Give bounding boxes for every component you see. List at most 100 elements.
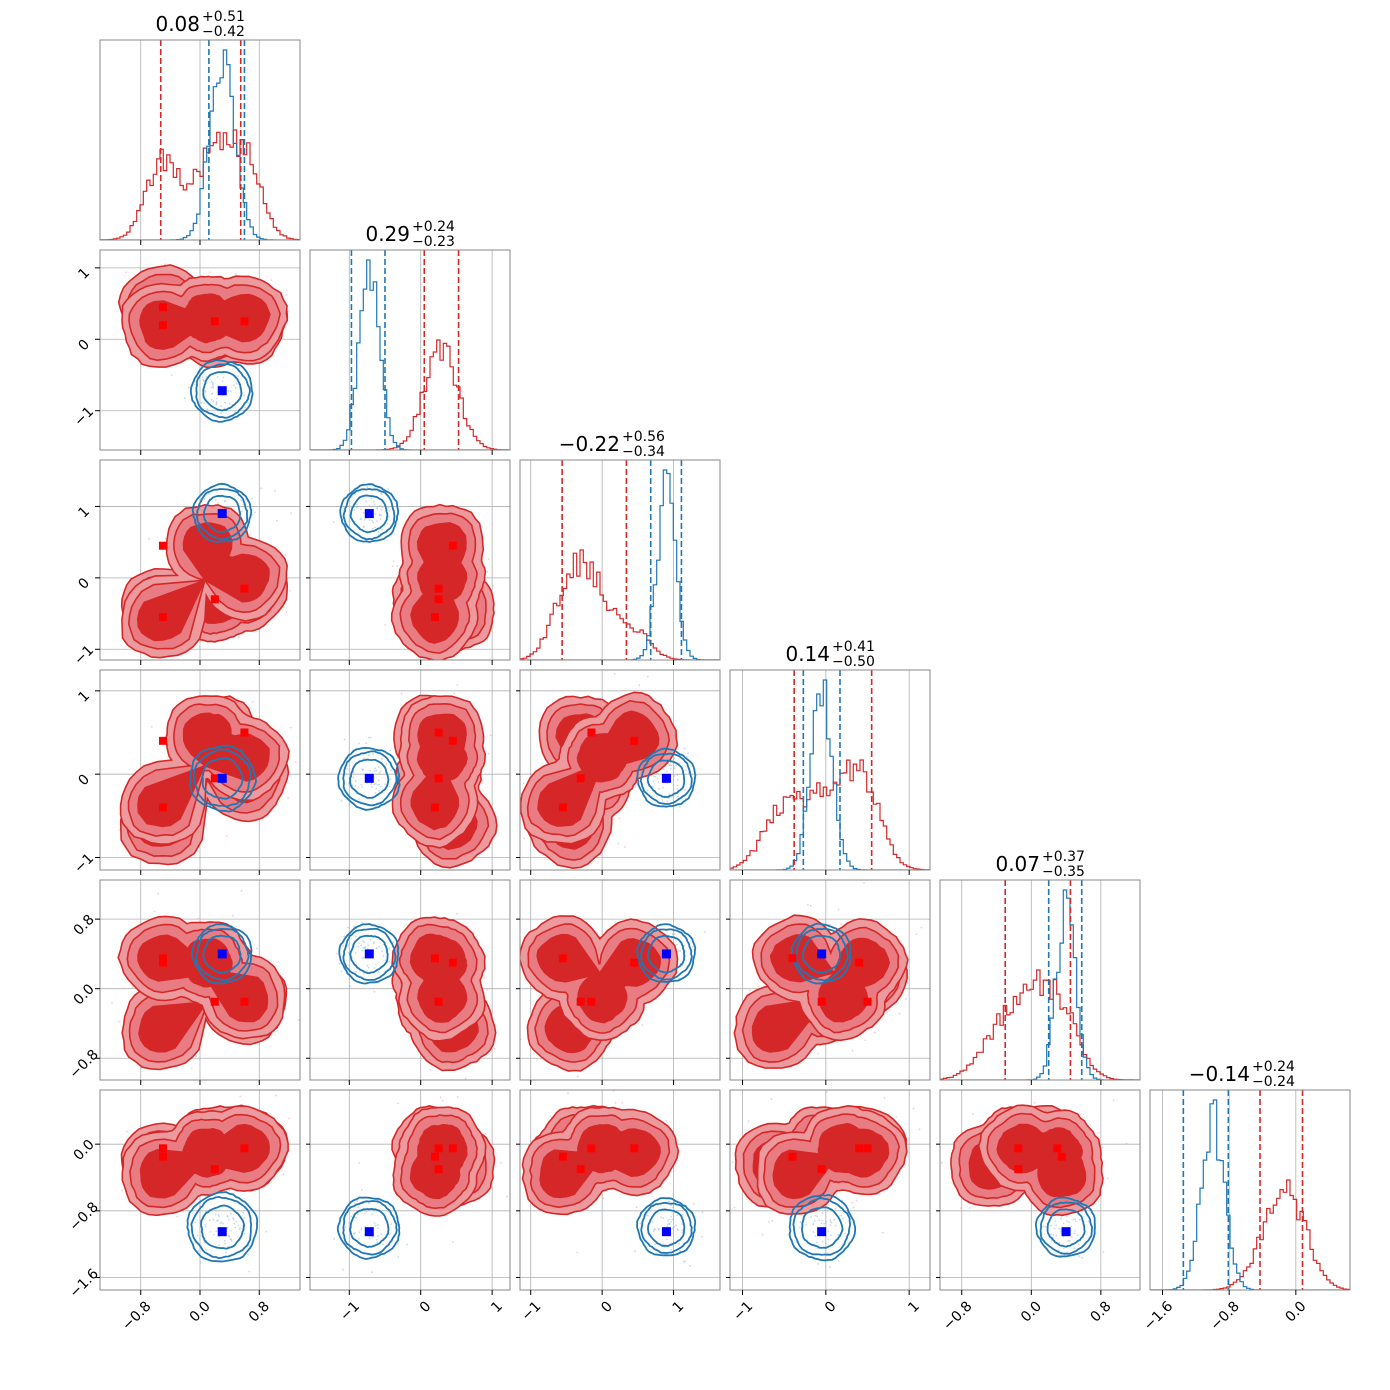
sample-point-blue <box>371 786 373 788</box>
sample-point-blue <box>1073 1247 1076 1249</box>
sample-point-blue <box>667 1220 669 1222</box>
sample-point-blue <box>828 923 831 926</box>
sample-point-blue <box>388 960 390 963</box>
sample-point-blue <box>355 970 357 973</box>
sample-point-red <box>121 1189 123 1192</box>
sample-point-blue <box>354 785 356 787</box>
truth-marker-red <box>210 1165 219 1174</box>
truth-marker-red <box>434 1144 443 1153</box>
sample-point-blue <box>215 401 218 403</box>
sample-point-blue <box>380 1233 383 1236</box>
sample-point-blue <box>247 402 249 404</box>
sample-point-blue <box>224 1242 226 1245</box>
sample-point-blue <box>1077 1243 1080 1246</box>
joint-panel-5-2 <box>306 879 511 1085</box>
panel-frame <box>729 879 931 1081</box>
panel-content <box>520 1090 720 1290</box>
sample-point-blue <box>235 382 238 385</box>
contour-blue-3 <box>188 744 257 813</box>
panel-frame <box>519 459 721 661</box>
histogram-red <box>100 129 300 240</box>
sample-point-blue <box>208 1219 211 1222</box>
sample-point-blue <box>375 787 377 790</box>
sample-point-blue <box>672 1206 674 1209</box>
truth-marker-red <box>431 954 439 963</box>
contour-blue-1 <box>202 934 242 974</box>
sample-point-blue <box>342 1268 344 1271</box>
title-plus: +0.41 <box>832 639 875 655</box>
sample-point-blue <box>388 510 391 512</box>
sample-point-blue <box>652 775 655 778</box>
sample-point-blue <box>382 1243 385 1246</box>
sample-point-blue <box>666 1238 668 1241</box>
sample-point-blue <box>681 964 684 967</box>
sample-point-blue <box>251 497 254 500</box>
sample-point-blue <box>228 1218 230 1221</box>
sample-point-red <box>851 1049 854 1052</box>
sample-point-blue <box>662 768 664 771</box>
sample-point-blue <box>810 1216 813 1218</box>
sample-point-blue <box>377 1235 379 1237</box>
truth-marker-red <box>158 1152 167 1161</box>
sample-point-blue <box>218 1244 220 1246</box>
sample-point-red <box>506 1195 508 1198</box>
sample-point-blue <box>254 511 256 514</box>
sample-point-blue <box>681 1223 684 1226</box>
sample-point-blue <box>348 803 351 806</box>
sample-point-blue <box>374 791 377 794</box>
contour-blue-1 <box>1046 1208 1086 1248</box>
sample-point-blue <box>814 1235 817 1237</box>
sample-point-blue <box>375 947 378 950</box>
sample-point-red <box>1102 1146 1104 1149</box>
sample-point-red <box>456 684 459 686</box>
sample-point-blue <box>365 500 367 503</box>
sample-point-blue <box>1074 1218 1077 1220</box>
sample-point-blue <box>358 942 361 945</box>
sample-point-blue <box>365 742 368 745</box>
sample-point-red <box>733 1206 736 1209</box>
sample-point-blue <box>343 738 346 741</box>
sample-point-blue <box>1062 1247 1065 1250</box>
contour-blue-2 <box>640 928 693 981</box>
sample-point-blue <box>343 935 346 938</box>
truth-marker-red <box>630 736 639 745</box>
sample-point-red <box>618 817 621 820</box>
sample-point-red <box>285 293 288 296</box>
sample-point-blue <box>375 769 378 772</box>
x-tick-label: 0.0 <box>187 1298 214 1325</box>
sample-point-blue <box>204 1223 207 1226</box>
sample-point-blue <box>681 1231 684 1234</box>
truth-marker-red <box>210 997 219 1006</box>
sample-point-blue <box>837 1260 840 1262</box>
y-tick-label: 0.8 <box>71 912 98 939</box>
joint-panel-6-1: −0.8 0.0 0.8 −1.6 −0.8 0.0 <box>67 1089 301 1334</box>
sample-point-red <box>242 664 244 666</box>
sample-point-blue <box>362 973 365 975</box>
sample-point-blue <box>367 966 370 969</box>
sample-point-blue <box>1060 1253 1063 1256</box>
sample-point-blue <box>211 381 214 384</box>
sample-point-red <box>164 263 166 266</box>
sample-point-blue <box>244 499 247 501</box>
sample-point-blue <box>379 785 382 788</box>
x-tick-label: −0.8 <box>940 1298 975 1333</box>
truth-marker-red <box>434 728 443 737</box>
sample-point-blue <box>387 488 390 490</box>
contour-blue-1 <box>349 494 389 534</box>
sample-point-red <box>487 558 490 560</box>
sample-point-blue <box>211 392 214 395</box>
sample-point-blue <box>340 970 343 972</box>
contour-blue-2 <box>195 927 250 982</box>
sample-point-blue <box>198 1237 201 1240</box>
sample-point-blue <box>196 1234 199 1237</box>
contour-blue-1 <box>200 1204 246 1250</box>
y-tick-label: 0 <box>75 575 93 593</box>
truth-marker-red <box>210 595 219 604</box>
contour-red-inner <box>996 1123 1087 1198</box>
truth-marker-red <box>434 584 443 593</box>
sample-point-blue <box>228 402 231 405</box>
sample-point-blue <box>821 1212 824 1214</box>
sample-point-blue <box>830 1222 833 1224</box>
sample-point-blue <box>235 1220 238 1223</box>
